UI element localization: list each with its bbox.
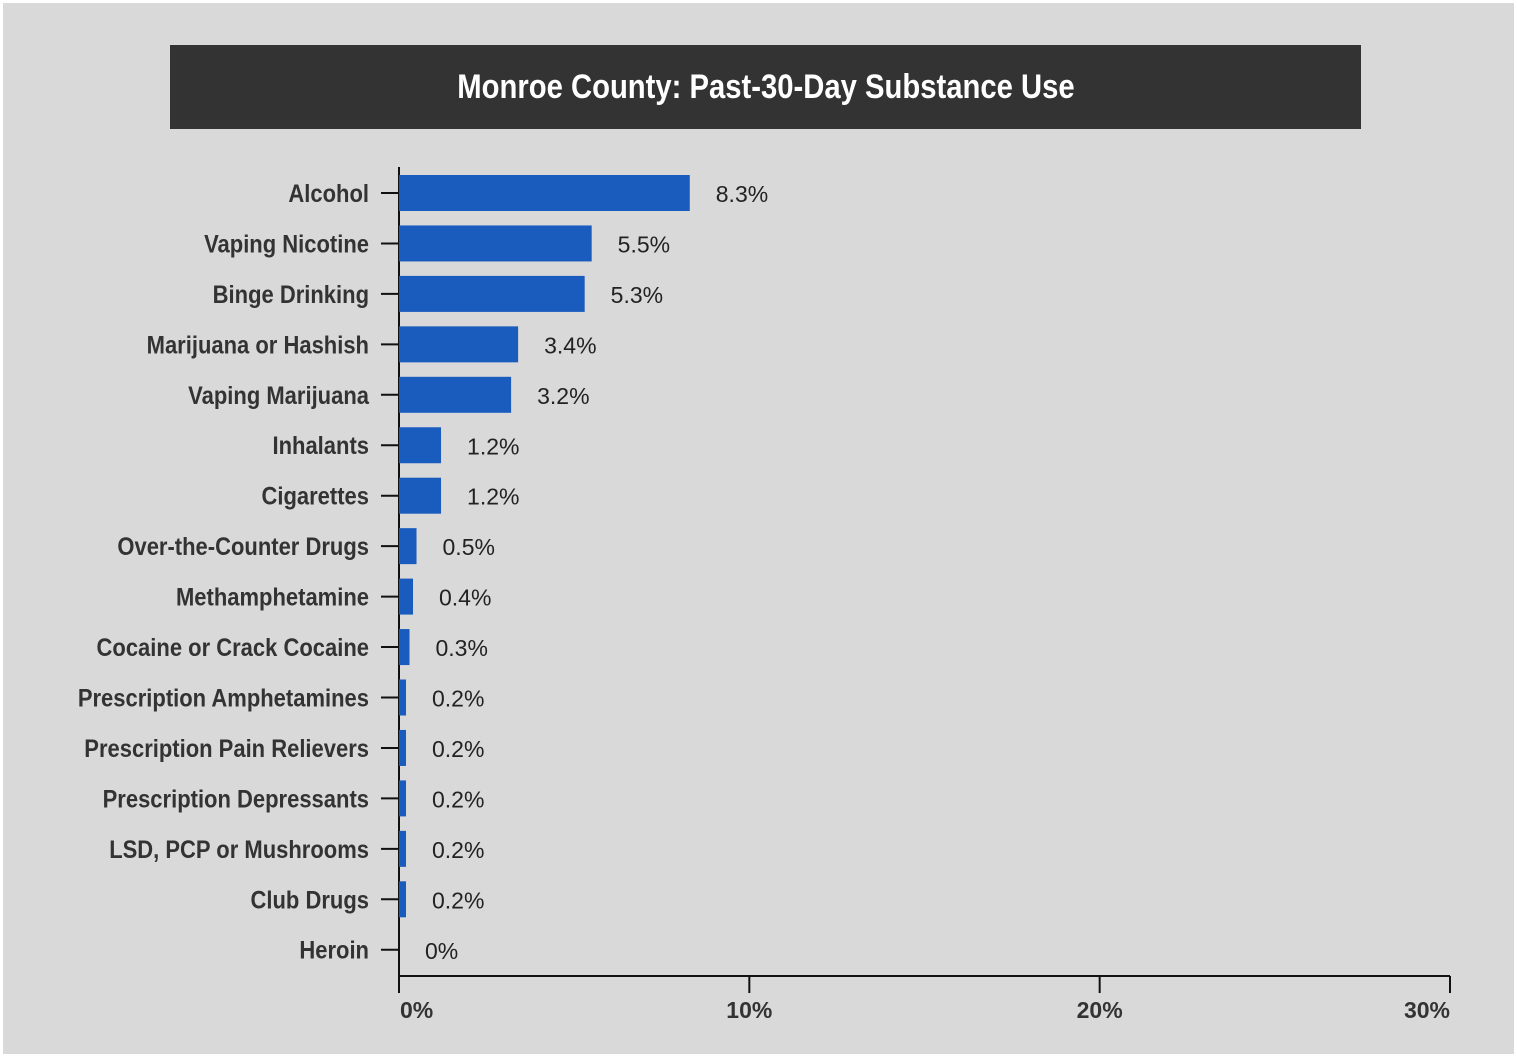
value-label: 3.4% (544, 332, 596, 358)
category-label: Vaping Marijuana (188, 382, 370, 410)
category-label: Methamphetamine (176, 583, 369, 611)
category-label: LSD, PCP or Mushrooms (109, 836, 369, 864)
x-tick-label: 20% (1077, 997, 1123, 1023)
category-label: Vaping Nicotine (204, 230, 369, 258)
value-label: 8.3% (716, 181, 768, 207)
value-label: 0.5% (443, 534, 495, 560)
category-label: Inhalants (272, 432, 369, 460)
category-label: Alcohol (288, 180, 369, 208)
bar (399, 729, 407, 766)
chart-frame (3, 3, 1514, 1054)
value-label: 0.2% (432, 887, 484, 913)
bar (399, 780, 407, 817)
value-label: 1.2% (467, 433, 519, 459)
x-tick-label: 0% (400, 997, 433, 1023)
category-label: Heroin (299, 936, 369, 964)
value-label: 1.2% (467, 484, 519, 510)
category-label: Marijuana or Hashish (147, 331, 369, 359)
value-label: 0.4% (439, 585, 491, 611)
bar (399, 326, 519, 363)
bar (399, 225, 592, 262)
bar (399, 578, 414, 615)
category-label: Over-the-Counter Drugs (117, 533, 369, 561)
value-label: 5.5% (618, 231, 670, 257)
bar (399, 830, 407, 867)
value-label: 0.2% (432, 786, 484, 812)
bar (399, 528, 417, 565)
bar (399, 629, 410, 666)
value-label: 0% (425, 938, 458, 964)
value-label: 0.3% (436, 635, 488, 661)
bar (399, 881, 407, 918)
value-label: 0.2% (432, 736, 484, 762)
chart-title-bar: Monroe County: Past-30-Day Substance Use (170, 45, 1361, 129)
value-label: 0.2% (432, 686, 484, 712)
category-label: Club Drugs (251, 886, 369, 914)
x-tick-label: 10% (726, 997, 772, 1023)
chart-title: Monroe County: Past-30-Day Substance Use (456, 67, 1075, 106)
category-label: Prescription Amphetamines (78, 684, 369, 712)
value-label: 3.2% (537, 383, 589, 409)
category-label: Prescription Pain Relievers (84, 735, 369, 763)
bar (399, 275, 585, 312)
category-label: Prescription Depressants (103, 785, 369, 813)
category-label: Binge Drinking (213, 281, 369, 309)
bar (399, 477, 442, 514)
category-label: Cocaine or Crack Cocaine (97, 634, 369, 662)
bar (399, 175, 690, 211)
bar (399, 376, 512, 413)
value-label: 0.2% (432, 837, 484, 863)
x-tick-label: 30% (1404, 997, 1450, 1023)
bar (399, 679, 407, 716)
value-label: 5.3% (611, 282, 663, 308)
category-label: Cigarettes (261, 482, 369, 510)
bar (399, 427, 442, 464)
